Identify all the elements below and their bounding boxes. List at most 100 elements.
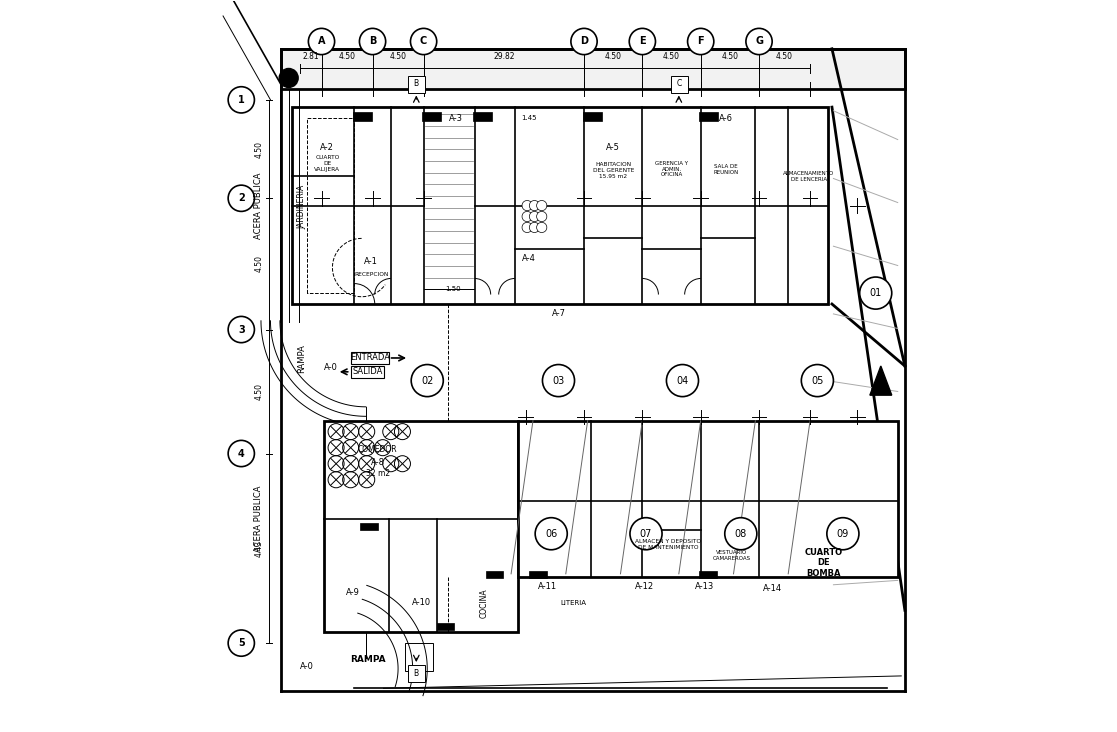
Text: B: B [413, 79, 419, 89]
Text: ACERA PUBLICA: ACERA PUBLICA [254, 172, 262, 239]
Text: A-0: A-0 [300, 662, 314, 671]
Text: 1.50: 1.50 [445, 286, 460, 292]
Circle shape [279, 69, 298, 87]
Bar [518, 421, 898, 578]
Circle shape [228, 185, 255, 212]
Text: 4.50: 4.50 [722, 52, 738, 61]
Text: G: G [755, 37, 763, 47]
Text: A-14: A-14 [763, 584, 782, 593]
Text: A-6: A-6 [719, 113, 733, 122]
Text: A-4: A-4 [523, 253, 536, 263]
Text: 4.43: 4.43 [255, 539, 264, 557]
Text: 03: 03 [553, 376, 564, 386]
Circle shape [536, 212, 547, 222]
Bar [699, 112, 718, 121]
Circle shape [536, 201, 547, 211]
Polygon shape [870, 366, 891, 395]
Text: 4.50: 4.50 [604, 52, 622, 61]
Text: 07: 07 [640, 529, 652, 539]
Text: RAMPA: RAMPA [350, 654, 385, 664]
Bar [437, 623, 455, 630]
Text: COCINA: COCINA [479, 589, 488, 618]
Text: 09: 09 [837, 529, 849, 539]
Text: A-0: A-0 [324, 363, 338, 372]
Text: 2.81: 2.81 [303, 52, 318, 61]
Bar [529, 571, 547, 578]
Text: ACERA PUBLICA: ACERA PUBLICA [254, 486, 262, 553]
Text: CUARTO
DE
BOMBA: CUARTO DE BOMBA [804, 548, 842, 578]
Text: A-5: A-5 [607, 143, 620, 152]
Circle shape [228, 630, 255, 656]
Text: 06: 06 [545, 529, 557, 539]
Circle shape [522, 201, 532, 211]
Text: B: B [413, 668, 419, 678]
Text: 05: 05 [811, 376, 823, 386]
Text: 01: 01 [870, 288, 881, 298]
Text: VESTUARIO
CAMAREROAS: VESTUARIO CAMAREROAS [713, 550, 751, 561]
Bar [474, 112, 493, 121]
Text: 4.50: 4.50 [663, 52, 680, 61]
Text: A-2: A-2 [321, 143, 334, 152]
Text: HABITACION
DEL GERENTE
15.95 m2: HABITACION DEL GERENTE 15.95 m2 [592, 163, 633, 179]
Circle shape [629, 29, 656, 55]
Bar [293, 107, 829, 304]
Text: A: A [317, 37, 325, 47]
Circle shape [543, 365, 574, 397]
Text: A-8: A-8 [371, 458, 384, 467]
Text: A-11: A-11 [538, 582, 557, 591]
Circle shape [571, 29, 598, 55]
Text: SALA DE
REUNION: SALA DE REUNION [714, 164, 738, 174]
Text: A-10: A-10 [412, 599, 431, 608]
Text: A-7: A-7 [552, 309, 565, 318]
Text: 4: 4 [238, 449, 245, 458]
Text: 29.82: 29.82 [493, 52, 515, 61]
Text: 2: 2 [238, 193, 245, 203]
Text: E: E [639, 37, 646, 47]
Circle shape [228, 441, 255, 466]
Text: COMEDOR: COMEDOR [357, 445, 398, 455]
Text: 08: 08 [735, 529, 747, 539]
Bar [409, 76, 426, 92]
Bar [353, 112, 372, 121]
Text: F: F [697, 37, 704, 47]
Text: 3: 3 [238, 324, 245, 335]
Circle shape [860, 277, 891, 309]
Text: CUARTO
DE
VALIJERA: CUARTO DE VALIJERA [314, 155, 341, 171]
Text: RECEPCION: RECEPCION [354, 272, 389, 277]
Text: GERENCIA Y
ADMIN.
OFICINA: GERENCIA Y ADMIN. OFICINA [655, 161, 688, 177]
Circle shape [746, 29, 772, 55]
Text: ALMACEN Y DEPOSITO
DE MANTENIMIENTO: ALMACEN Y DEPOSITO DE MANTENIMIENTO [634, 539, 700, 550]
Circle shape [228, 316, 255, 343]
Bar [422, 112, 441, 121]
Circle shape [688, 29, 714, 55]
Text: A-12: A-12 [634, 582, 655, 591]
Bar [486, 571, 503, 578]
Text: ENTRADA: ENTRADA [350, 354, 390, 362]
Text: C: C [676, 79, 681, 89]
Text: A-13: A-13 [695, 582, 714, 591]
Text: JARDINERIA: JARDINERIA [297, 185, 306, 229]
Bar [281, 49, 905, 89]
Text: 4.50: 4.50 [255, 141, 264, 157]
Bar [699, 571, 717, 578]
Bar [671, 76, 688, 92]
Text: 02: 02 [421, 376, 433, 386]
Circle shape [630, 518, 662, 550]
Bar [583, 112, 602, 121]
Circle shape [801, 365, 833, 397]
Circle shape [308, 29, 335, 55]
Text: 1: 1 [238, 95, 245, 105]
Text: 04: 04 [676, 376, 688, 386]
Text: 4.50: 4.50 [255, 255, 264, 272]
Text: 4.50: 4.50 [390, 52, 407, 61]
Circle shape [725, 518, 757, 550]
Text: 1.45: 1.45 [522, 115, 537, 121]
Circle shape [535, 518, 567, 550]
Text: C: C [420, 37, 427, 47]
Circle shape [522, 212, 532, 222]
Text: D: D [580, 37, 588, 47]
Circle shape [667, 365, 698, 397]
Bar [351, 352, 389, 364]
Circle shape [411, 365, 443, 397]
Text: ALMACENAMIENTO
DE LENCERIA: ALMACENAMIENTO DE LENCERIA [783, 171, 834, 182]
